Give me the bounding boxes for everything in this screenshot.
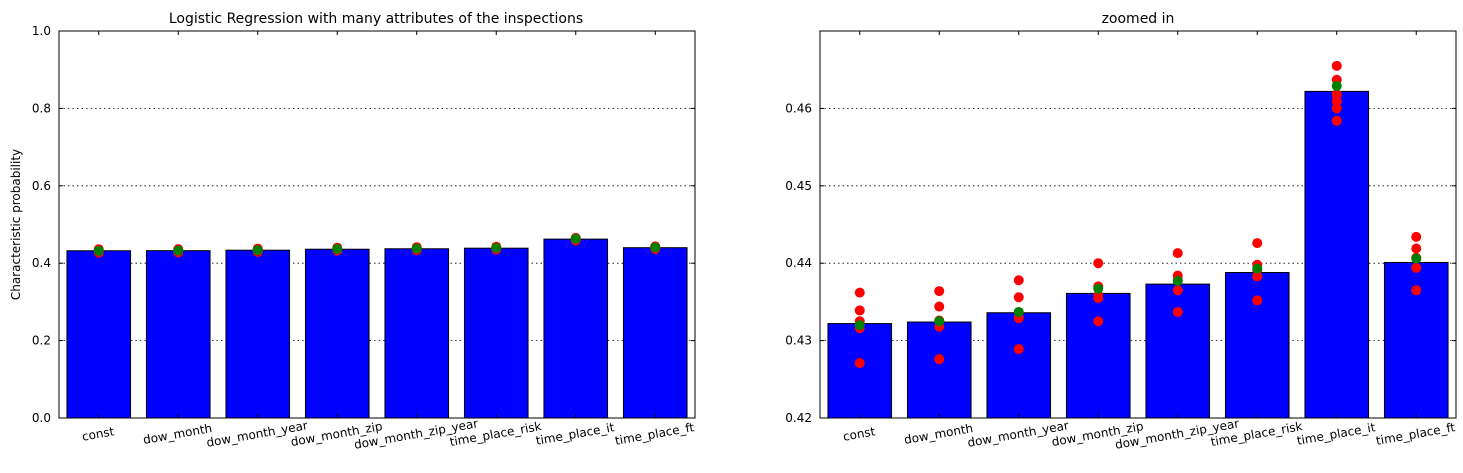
red-point [1172, 306, 1183, 317]
red-point [1411, 262, 1422, 273]
bar [225, 249, 291, 419]
y-tick-label: 0.2 [32, 334, 51, 348]
red-point [854, 305, 865, 316]
x-tick-label: time_place_it [1296, 420, 1377, 448]
y-tick-label: 0.44 [785, 256, 812, 270]
y-tick-label: 0.45 [785, 179, 812, 193]
red-point [1172, 285, 1183, 296]
y-tick-label: 0.4 [32, 256, 51, 270]
bar [384, 248, 450, 419]
green-point [1172, 276, 1183, 287]
green-point [332, 243, 343, 254]
chart-title: Logistic Regression with many attributes… [169, 11, 583, 27]
red-point [934, 286, 945, 297]
red-point [1411, 231, 1422, 242]
green-point [650, 242, 661, 253]
bar [145, 250, 211, 419]
red-point [934, 354, 945, 365]
bar [1065, 292, 1131, 419]
x-tick-label: const [81, 424, 116, 443]
x-tick-label: dow_month [903, 421, 974, 447]
bar [906, 321, 972, 419]
green-point [934, 316, 945, 327]
bar [622, 247, 688, 419]
green-point [93, 245, 104, 256]
green-point [1331, 80, 1342, 91]
plot-frame [58, 30, 696, 419]
x-tick-label: dow_month [142, 421, 213, 447]
red-point [1331, 60, 1342, 71]
red-point [1172, 248, 1183, 259]
bar [827, 323, 893, 419]
chart-title: zoomed in [1102, 11, 1175, 27]
red-point [1013, 292, 1024, 303]
green-point [854, 320, 865, 331]
red-point [854, 358, 865, 369]
red-point [1331, 96, 1342, 107]
green-point [252, 245, 263, 256]
bar [66, 250, 132, 419]
red-point [1252, 271, 1263, 282]
red-point [1411, 285, 1422, 296]
y-axis-label: Characteristic probability [9, 149, 23, 300]
red-point [1093, 293, 1104, 304]
green-point [1093, 283, 1104, 294]
y-tick-label: 1.0 [32, 24, 51, 38]
green-point [1411, 253, 1422, 264]
green-point [411, 243, 422, 254]
y-tick-label: 0.6 [32, 179, 51, 193]
red-point [934, 301, 945, 312]
bar [1224, 271, 1290, 419]
bar [543, 238, 609, 419]
x-tick-label: const [842, 424, 877, 443]
x-tick-label: time_place_ft [1375, 420, 1457, 448]
green-point [1252, 263, 1263, 274]
green-point [173, 245, 184, 256]
bar [986, 312, 1052, 419]
red-point [1013, 344, 1024, 355]
green-point [1013, 306, 1024, 317]
bar [1145, 283, 1211, 419]
red-point [1093, 258, 1104, 269]
y-tick-label: 0.8 [32, 101, 51, 115]
y-tick-label: 0.0 [32, 411, 51, 425]
y-tick-label: 0.43 [785, 334, 812, 348]
plot-frame [819, 30, 1457, 419]
y-tick-label: 0.42 [785, 411, 812, 425]
y-tick-label: 0.46 [785, 101, 812, 115]
red-point [1411, 243, 1422, 254]
green-point [491, 242, 502, 253]
red-point [1331, 103, 1342, 114]
x-tick-label: time_place_ft [614, 420, 696, 448]
green-point [570, 233, 581, 244]
x-tick-label: time_place_it [535, 420, 616, 448]
red-point [1252, 238, 1263, 249]
red-point [1013, 275, 1024, 286]
red-point [1252, 295, 1263, 306]
bar [1304, 90, 1370, 419]
red-point [1331, 89, 1342, 100]
bar [463, 247, 529, 419]
red-point [1331, 115, 1342, 126]
red-point [854, 287, 865, 298]
bar [304, 248, 370, 419]
red-point [1093, 316, 1104, 327]
